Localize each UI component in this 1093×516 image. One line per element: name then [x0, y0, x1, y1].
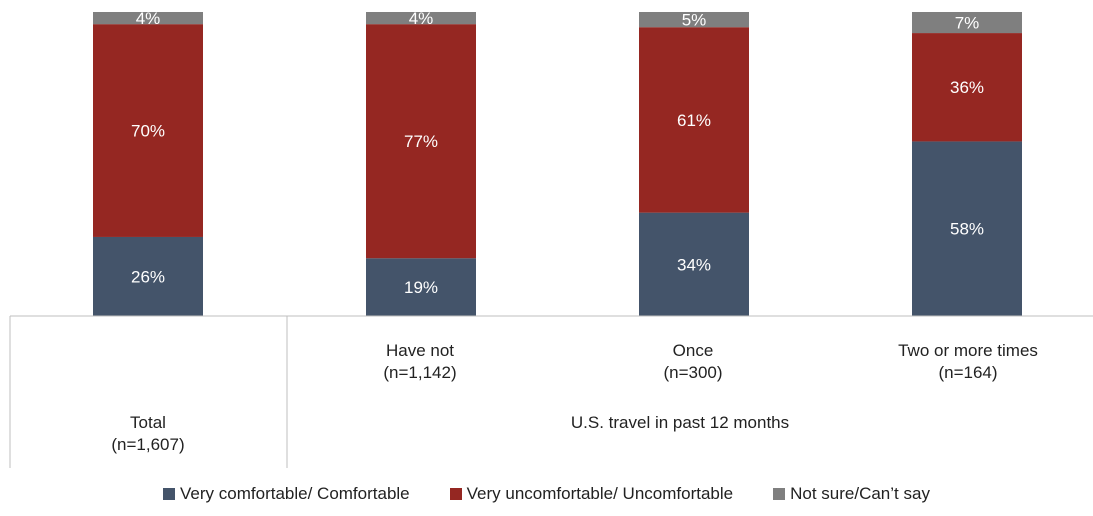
legend-item-not-sure: Not sure/Can’t say	[773, 484, 930, 504]
legend-label-comfortable: Very comfortable/ Comfortable	[180, 484, 410, 504]
bars-group: 26% 70% 4% 19% 77% 4% 34% 61% 5% 58% 36% 7%	[93, 9, 1022, 316]
legend-swatch-comfortable	[163, 488, 175, 500]
legend-swatch-uncomfortable	[450, 488, 462, 500]
legend: Very comfortable/ Comfortable Very uncom…	[0, 484, 1093, 504]
data-label-two-or-more-comfortable: 58%	[950, 220, 984, 239]
legend-label-uncomfortable: Very uncomfortable/ Uncomfortable	[467, 484, 733, 504]
legend-item-comfortable: Very comfortable/ Comfortable	[163, 484, 410, 504]
legend-label-not-sure: Not sure/Can’t say	[790, 484, 930, 504]
data-label-total-comfortable: 26%	[131, 267, 165, 286]
data-label-two-or-more-uncomfortable: 36%	[950, 78, 984, 97]
data-label-have-not-not-sure: 4%	[409, 9, 434, 28]
legend-swatch-not-sure	[773, 488, 785, 500]
data-label-once-comfortable: 34%	[677, 255, 711, 274]
category-label-two-or-more: Two or more times (n=164)	[858, 340, 1078, 384]
category-label-have-not: Have not (n=1,142)	[320, 340, 520, 384]
data-label-once-not-sure: 5%	[682, 11, 707, 30]
data-label-have-not-comfortable: 19%	[404, 278, 438, 297]
category-label-once: Once (n=300)	[593, 340, 793, 384]
data-label-total-uncomfortable: 70%	[131, 122, 165, 141]
group-label: U.S. travel in past 12 months	[490, 412, 870, 434]
data-label-two-or-more-not-sure: 7%	[955, 14, 980, 33]
stacked-bar-chart: 26% 70% 4% 19% 77% 4% 34% 61% 5% 58% 36% 7%	[0, 0, 1093, 470]
legend-item-uncomfortable: Very uncomfortable/ Uncomfortable	[450, 484, 733, 504]
data-label-total-not-sure: 4%	[136, 9, 161, 28]
data-label-have-not-uncomfortable: 77%	[404, 132, 438, 151]
category-label-total: Total (n=1,607)	[48, 412, 248, 456]
data-label-once-uncomfortable: 61%	[677, 111, 711, 130]
